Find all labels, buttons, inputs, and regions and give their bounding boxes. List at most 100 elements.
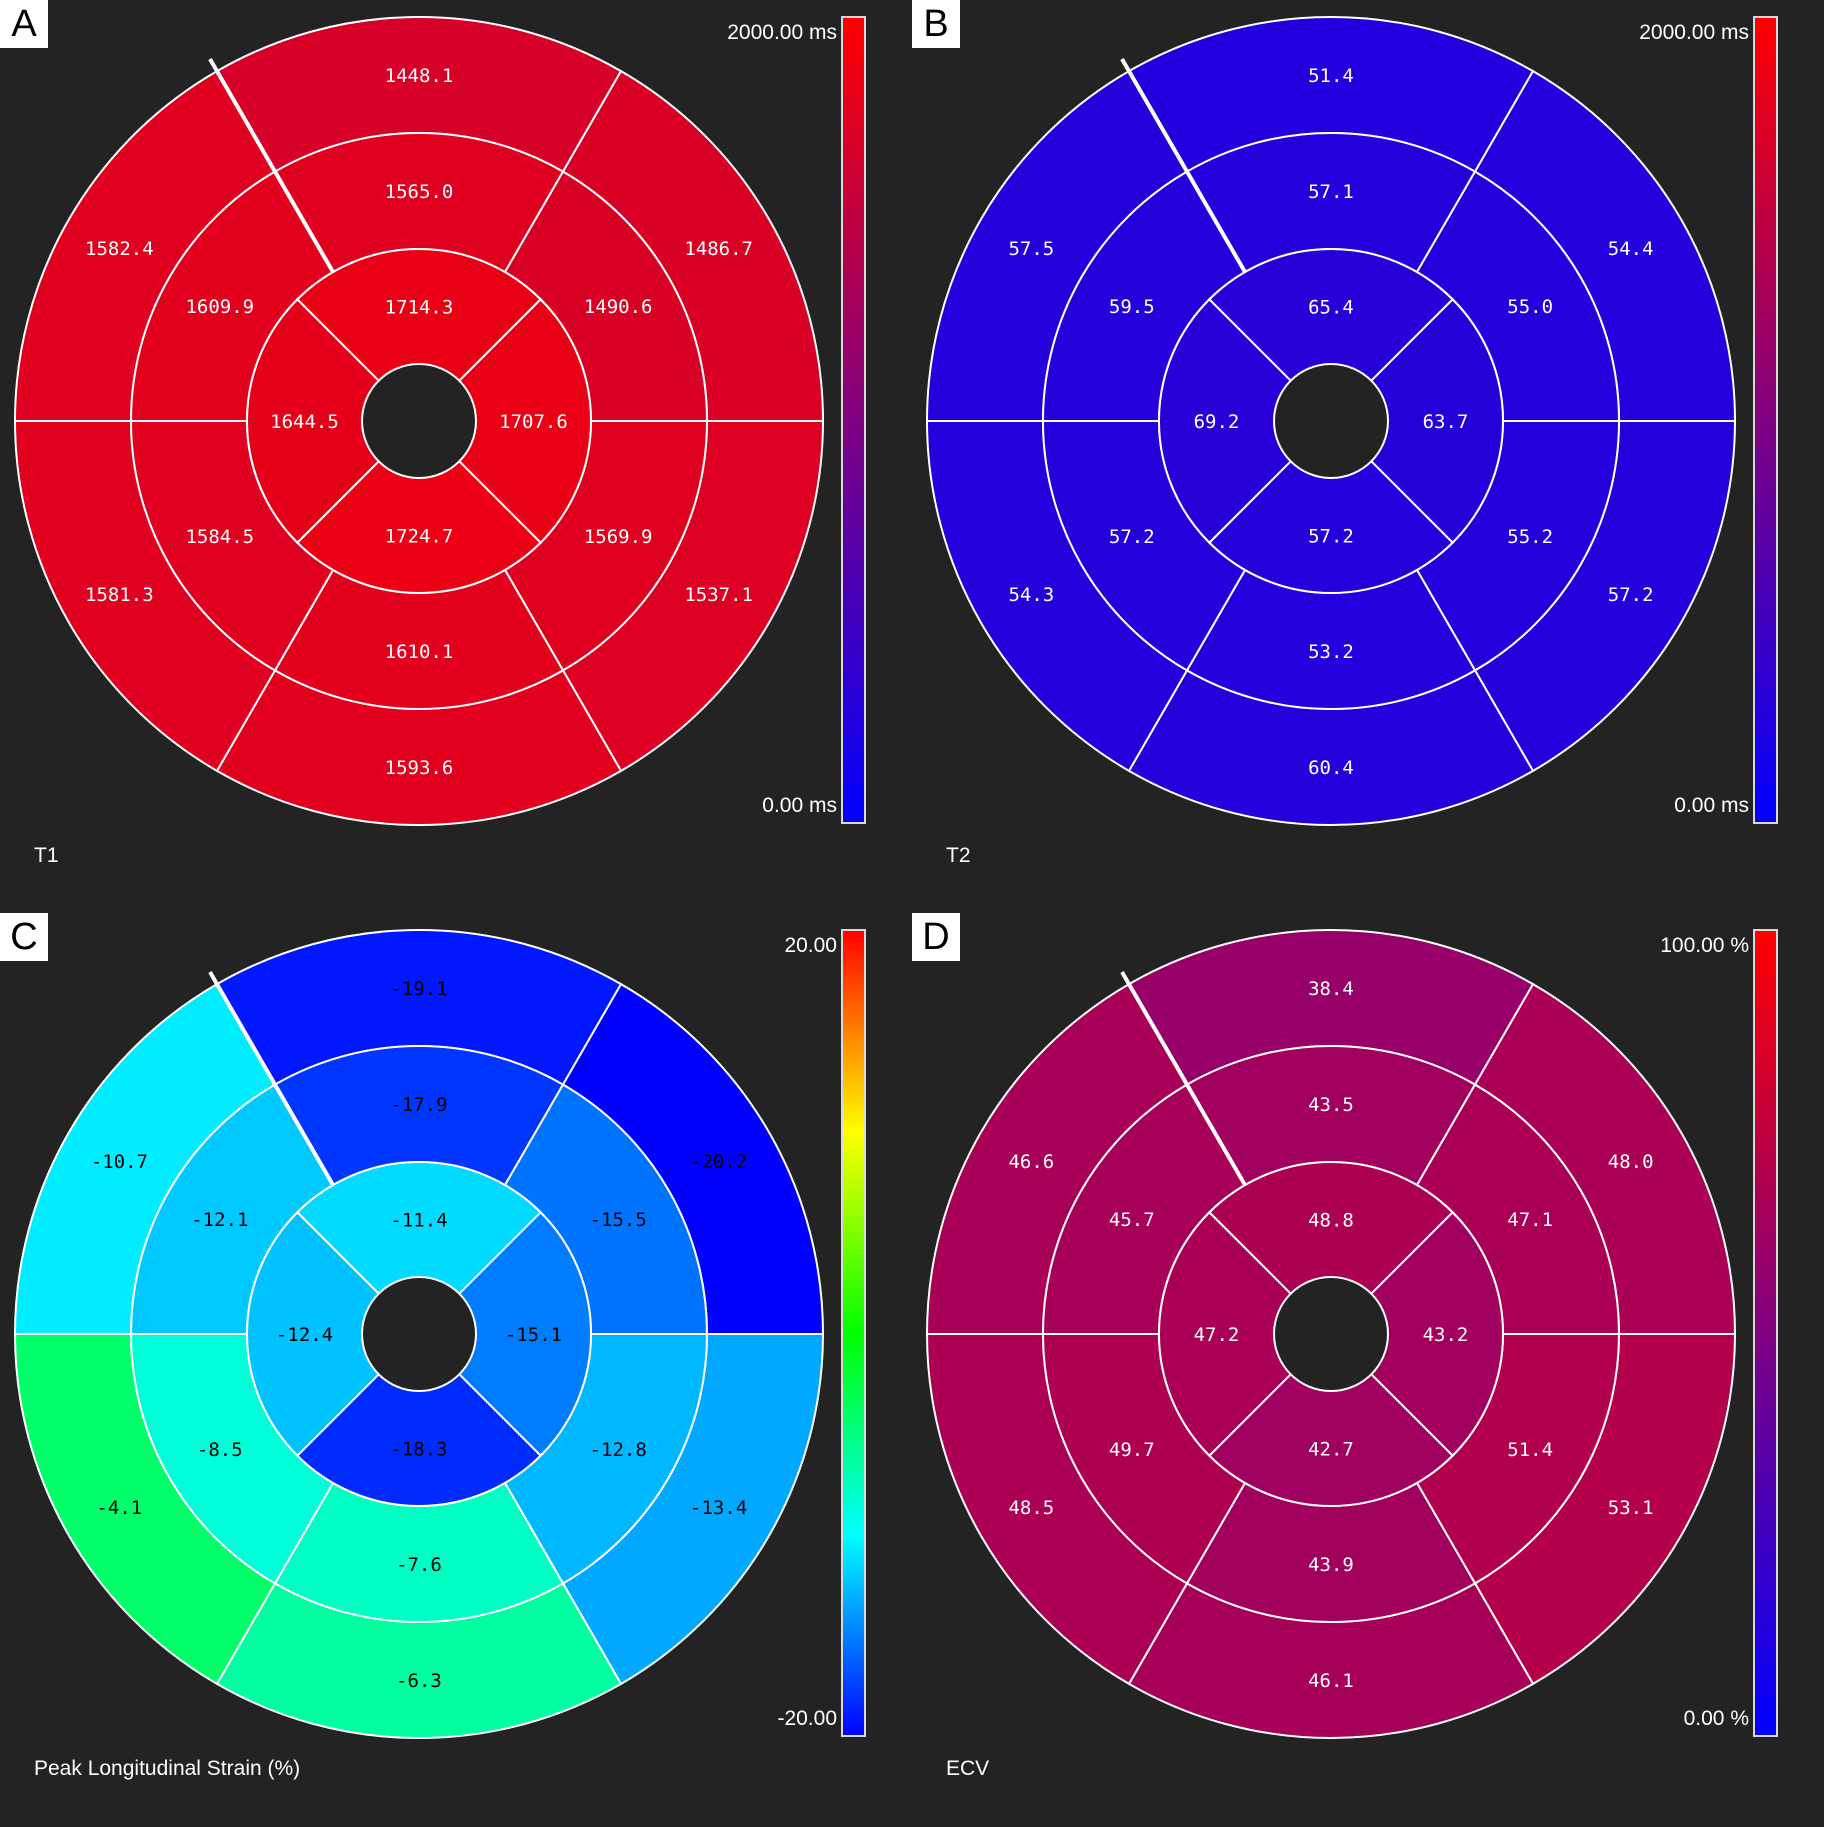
- segment-label-10: 43.9: [1308, 1554, 1354, 1576]
- segment-label-13: -11.4: [390, 1210, 447, 1232]
- segment-label-16: 69.2: [1194, 411, 1240, 433]
- bullseye-chart-b: 51.4 54.4 57.2 60.4 54.3 57.5 57.1 55.0 55.2 53.2…: [925, 16, 1778, 826]
- segment-15: [295, 459, 543, 594]
- segment-label-16: -12.4: [276, 1324, 333, 1346]
- segment-label-8: 55.0: [1507, 296, 1553, 318]
- segment-label-14: 43.2: [1423, 1324, 1469, 1346]
- segment-label-9: 55.2: [1507, 526, 1553, 548]
- segment-label-7: 57.1: [1308, 181, 1354, 203]
- segment-label-10: 53.2: [1308, 641, 1354, 663]
- segment-16: [246, 297, 381, 545]
- segment-15: [295, 1372, 543, 1507]
- colorbar-max-label: 2000.00 ms: [727, 21, 837, 44]
- panel-c: -19.1 -20.2 -13.4 -6.3 -4.1 -10.7 -17.9 -15.5 -1…: [0, 913, 912, 1826]
- segment-label-14: 63.7: [1423, 411, 1469, 433]
- segment-14: [457, 1210, 592, 1458]
- segment-label-8: -15.5: [590, 1209, 647, 1231]
- segment-label-12: 59.5: [1109, 296, 1155, 318]
- segment-label-16: 1644.5: [270, 411, 339, 433]
- segment-label-6: 57.5: [1008, 238, 1054, 260]
- segment-label-3: 53.1: [1608, 1497, 1654, 1519]
- segment-label-2: 1486.7: [684, 238, 753, 260]
- segment-label-1: 1448.1: [385, 65, 454, 87]
- segment-14: [1369, 1210, 1504, 1458]
- segment-label-11: 57.2: [1109, 526, 1155, 548]
- colorbar-max-label: 20.00: [784, 934, 837, 957]
- segment-label-6: 1582.4: [85, 238, 154, 260]
- panel-b: 51.4 54.4 57.2 60.4 54.3 57.5 57.1 55.0 55.2 53.2…: [912, 0, 1824, 913]
- segment-label-9: 51.4: [1507, 1439, 1553, 1461]
- segment-label-14: 1707.6: [499, 411, 568, 433]
- panel-title: T2: [946, 844, 971, 867]
- segment-13: [295, 248, 543, 383]
- segment-label-15: 42.7: [1308, 1439, 1354, 1461]
- segment-label-9: -12.8: [590, 1439, 647, 1461]
- segment-14: [1369, 297, 1504, 545]
- segment-label-15: -18.3: [390, 1439, 447, 1461]
- panel-letter: A: [0, 0, 48, 48]
- segment-label-15: 1724.7: [385, 526, 454, 548]
- segment-label-10: 1610.1: [385, 641, 454, 663]
- segment-label-4: 60.4: [1308, 757, 1354, 779]
- segment-label-14: -15.1: [505, 1324, 562, 1346]
- panel-letter: D: [912, 913, 960, 961]
- segment-label-11: 1584.5: [185, 526, 254, 548]
- colorbar-min-label: 0.00 %: [1683, 1707, 1749, 1730]
- segment-label-13: 1714.3: [385, 297, 454, 319]
- panel-letter: B: [912, 0, 960, 48]
- septal-marker-line: [208, 971, 335, 1187]
- segment-label-3: 1537.1: [684, 584, 753, 606]
- septal-marker-line: [1120, 971, 1247, 1187]
- segment-label-2: 48.0: [1608, 1151, 1654, 1173]
- segment-label-5: 1581.3: [85, 584, 154, 606]
- segment-label-11: -8.5: [197, 1439, 243, 1461]
- segment-label-1: -19.1: [390, 978, 447, 1000]
- colorbar-max-label: 100.00 %: [1660, 934, 1749, 957]
- segment-label-6: -10.7: [91, 1151, 148, 1173]
- panel-title: Peak Longitudinal Strain (%): [34, 1757, 301, 1780]
- segment-label-13: 65.4: [1308, 297, 1354, 319]
- segment-label-7: 43.5: [1308, 1094, 1354, 1116]
- segment-label-7: -17.9: [390, 1094, 447, 1116]
- segment-label-13: 48.8: [1308, 1210, 1354, 1232]
- colorbar-min-label: 0.00 ms: [762, 794, 837, 817]
- segment-label-8: 1490.6: [584, 296, 653, 318]
- segment-label-4: -6.3: [396, 1670, 442, 1692]
- segment-15: [1207, 1372, 1455, 1507]
- panel-title: T1: [34, 844, 59, 867]
- segment-13: [1207, 1161, 1455, 1296]
- segment-16: [1158, 1210, 1293, 1458]
- segment-label-2: 54.4: [1608, 238, 1654, 260]
- segment-label-12: 1609.9: [185, 296, 254, 318]
- septal-marker-line: [208, 58, 335, 274]
- segment-label-8: 47.1: [1507, 1209, 1553, 1231]
- segment-label-1: 51.4: [1308, 65, 1354, 87]
- segment-label-4: 1593.6: [385, 757, 454, 779]
- segment-14: [457, 297, 592, 545]
- colorbar: [1753, 929, 1778, 1737]
- bullseye-chart-c: -19.1 -20.2 -13.4 -6.3 -4.1 -10.7 -17.9 -15.5 -1…: [13, 929, 866, 1739]
- panel-a: 1448.1 1486.7 1537.1 1593.6 1581.3 1582.4 1565…: [0, 0, 912, 913]
- segment-label-16: 47.2: [1194, 1324, 1240, 1346]
- colorbar-min-label: -20.00: [777, 1707, 837, 1730]
- segment-label-7: 1565.0: [385, 181, 454, 203]
- segment-15: [1207, 459, 1455, 594]
- segment-label-1: 38.4: [1308, 978, 1354, 1000]
- segment-label-4: 46.1: [1308, 1670, 1354, 1692]
- segment-label-11: 49.7: [1109, 1439, 1155, 1461]
- segment-label-10: -7.6: [396, 1554, 442, 1576]
- segment-label-9: 1569.9: [584, 526, 653, 548]
- colorbar: [841, 929, 866, 1737]
- panel-title: ECV: [946, 1757, 990, 1780]
- segment-16: [1158, 297, 1293, 545]
- segment-16: [246, 1210, 381, 1458]
- panel-letter: C: [0, 913, 48, 961]
- septal-marker-line: [1120, 58, 1247, 274]
- colorbar: [1753, 16, 1778, 824]
- segment-label-5: 54.3: [1008, 584, 1054, 606]
- segment-label-2: -20.2: [690, 1151, 747, 1173]
- colorbar-max-label: 2000.00 ms: [1639, 21, 1749, 44]
- segment-label-15: 57.2: [1308, 526, 1354, 548]
- segment-label-3: 57.2: [1608, 584, 1654, 606]
- bullseye-chart-a: 1448.1 1486.7 1537.1 1593.6 1581.3 1582.4 1565…: [13, 16, 866, 826]
